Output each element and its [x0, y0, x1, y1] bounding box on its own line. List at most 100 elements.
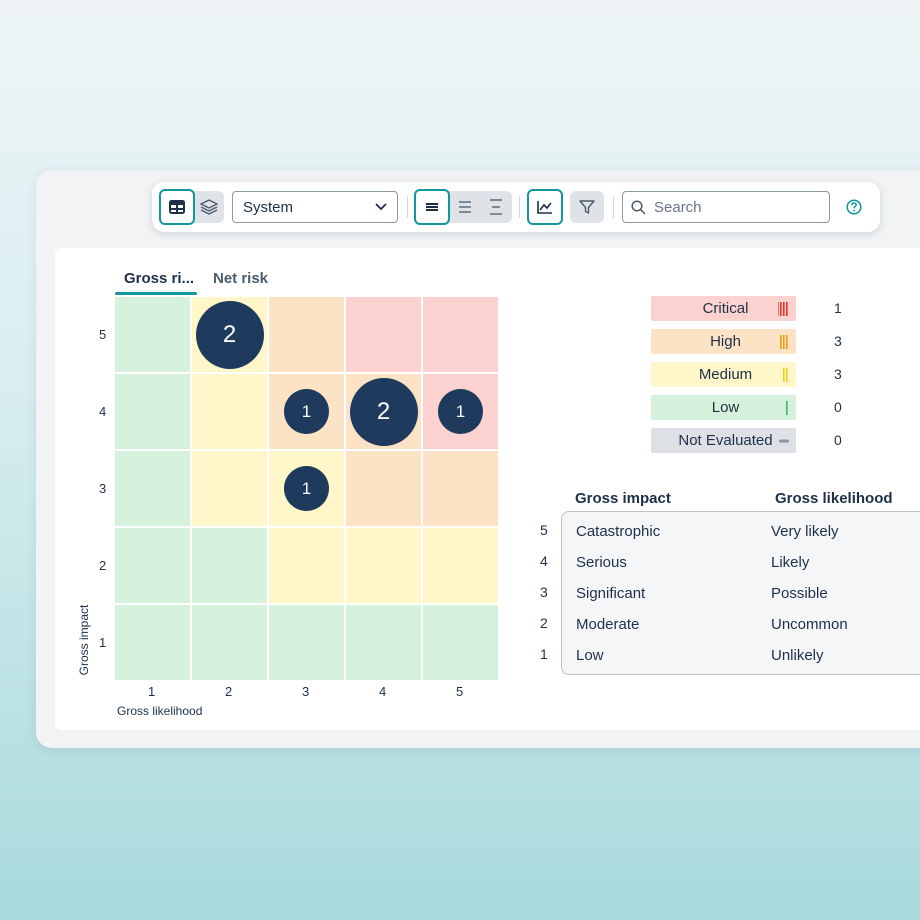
- search-icon: [631, 199, 646, 215]
- filter-icon: [579, 200, 595, 214]
- matrix-cell[interactable]: [269, 605, 344, 680]
- y-tick-label: 2: [99, 558, 107, 573]
- toolbar-divider: [613, 196, 614, 218]
- risk-bubble[interactable]: 1: [284, 389, 329, 434]
- legend-item[interactable]: Critical: [651, 296, 796, 321]
- legend-item[interactable]: High: [651, 329, 796, 354]
- scale-level-number: 1: [540, 646, 548, 662]
- normal-density-button[interactable]: [450, 191, 480, 223]
- impact-level-label: Low: [576, 647, 604, 664]
- legend-item[interactable]: Low: [651, 395, 796, 420]
- help-button[interactable]: [844, 197, 864, 217]
- toolbar-divider: [519, 196, 520, 218]
- x-axis-label: Gross likelihood: [117, 704, 203, 718]
- severity-bars-icon: [783, 367, 788, 382]
- layers-view-button[interactable]: [194, 191, 224, 223]
- impact-level-label: Serious: [576, 554, 627, 571]
- y-tick-label: 1: [99, 635, 107, 650]
- scale-level-number: 2: [540, 615, 548, 631]
- likelihood-level-label: Very likely: [771, 523, 839, 540]
- table-icon: [169, 200, 185, 214]
- legend-item[interactable]: Not Evaluated: [651, 428, 796, 453]
- matrix-cell[interactable]: [269, 297, 344, 372]
- search-input[interactable]: [652, 197, 816, 217]
- normal-lines-icon: [459, 201, 471, 213]
- legend-count: 0: [834, 399, 842, 415]
- matrix-cell[interactable]: [346, 528, 421, 603]
- impact-level-label: Significant: [576, 585, 646, 602]
- severity-bars-icon: [786, 400, 788, 415]
- scale-level-number: 4: [540, 553, 548, 569]
- matrix-cell[interactable]: [192, 374, 267, 449]
- compact-density-button[interactable]: [414, 189, 450, 225]
- legend-count: 0: [834, 432, 842, 448]
- matrix-cell[interactable]: [346, 605, 421, 680]
- matrix-cell[interactable]: [115, 374, 190, 449]
- toolbar: System: [152, 182, 880, 232]
- y-tick-label: 4: [99, 404, 107, 419]
- legend-label: Medium: [698, 366, 753, 383]
- help-icon: [846, 199, 862, 215]
- likelihood-level-label: Uncommon: [771, 616, 848, 633]
- risk-bubble[interactable]: 2: [349, 377, 418, 446]
- chart-button[interactable]: [527, 189, 563, 225]
- matrix-cell[interactable]: [423, 605, 498, 680]
- legend-label: Critical: [702, 300, 749, 317]
- system-dropdown[interactable]: System: [232, 191, 398, 223]
- impact-level-label: Catastrophic: [576, 523, 661, 540]
- likelihood-level-label: Possible: [771, 585, 828, 602]
- matrix-cell[interactable]: [346, 297, 421, 372]
- legend-count: 1: [834, 300, 842, 316]
- legend-count: 3: [834, 366, 842, 382]
- matrix-cell[interactable]: [115, 528, 190, 603]
- search-field[interactable]: [622, 191, 830, 223]
- matrix-cell[interactable]: [115, 451, 190, 526]
- likelihood-header: Gross likelihood: [775, 490, 893, 507]
- active-tab-indicator: [115, 292, 197, 295]
- matrix-cell[interactable]: [115, 297, 190, 372]
- tab-net-risk[interactable]: Net risk: [213, 270, 269, 287]
- matrix-cell[interactable]: [423, 451, 498, 526]
- x-tick-label: 1: [148, 684, 156, 699]
- matrix-cell[interactable]: [192, 451, 267, 526]
- wide-density-button[interactable]: [480, 191, 512, 223]
- y-tick-label: 5: [99, 327, 107, 342]
- scale-table: [561, 511, 920, 675]
- legend-count: 3: [834, 333, 842, 349]
- dropdown-value: System: [243, 198, 294, 216]
- filter-button[interactable]: [570, 191, 604, 223]
- likelihood-level-label: Likely: [771, 554, 810, 571]
- x-tick-label: 2: [225, 684, 233, 699]
- toolbar-divider: [407, 196, 408, 218]
- table-view-button[interactable]: [159, 189, 195, 225]
- legend-item[interactable]: Medium: [651, 362, 796, 387]
- matrix-cell[interactable]: [192, 528, 267, 603]
- matrix-cell[interactable]: [346, 451, 421, 526]
- legend-label: Low: [711, 399, 740, 416]
- wide-lines-icon: [490, 199, 502, 215]
- matrix-cell[interactable]: [192, 605, 267, 680]
- impact-header: Gross impact: [575, 490, 671, 507]
- x-tick-label: 5: [456, 684, 464, 699]
- severity-bars-icon: [780, 334, 788, 349]
- risk-bubble[interactable]: 1: [284, 466, 329, 511]
- matrix-cell[interactable]: [115, 605, 190, 680]
- scale-level-number: 3: [540, 584, 548, 600]
- matrix-cell[interactable]: [269, 528, 344, 603]
- y-tick-label: 3: [99, 481, 107, 496]
- severity-bars-icon: [779, 439, 789, 442]
- impact-level-label: Moderate: [576, 616, 640, 633]
- likelihood-level-label: Unlikely: [771, 647, 824, 664]
- layers-icon: [200, 199, 218, 215]
- risk-bubble[interactable]: 2: [195, 300, 264, 369]
- chevron-down-icon: [375, 203, 387, 211]
- tab-gross-risk[interactable]: Gross ri...: [124, 270, 195, 287]
- compact-lines-icon: [426, 203, 438, 211]
- scale-level-number: 5: [540, 522, 548, 538]
- severity-bars-icon: [778, 301, 788, 316]
- risk-bubble[interactable]: 1: [438, 389, 483, 434]
- x-tick-label: 4: [379, 684, 387, 699]
- matrix-cell[interactable]: [423, 528, 498, 603]
- y-axis-label: Gross impact: [77, 604, 91, 676]
- matrix-cell[interactable]: [423, 297, 498, 372]
